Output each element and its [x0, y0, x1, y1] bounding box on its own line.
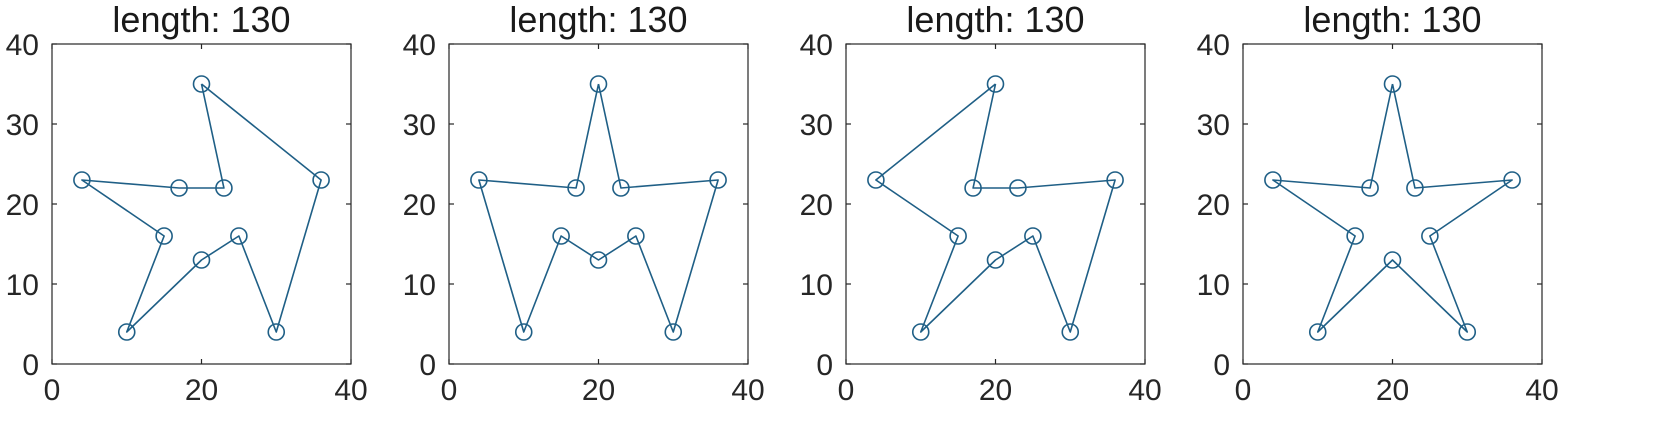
- data-point: [589, 251, 608, 269]
- data-point: [949, 227, 967, 245]
- data-point: [1346, 227, 1364, 245]
- data-point: [470, 171, 488, 189]
- x-tick-label: 20: [979, 374, 1012, 407]
- y-tick-label: 40: [403, 29, 436, 62]
- data-point: [1383, 75, 1402, 93]
- y-tick-label: 40: [6, 29, 39, 62]
- data-point: [911, 323, 930, 341]
- data-point: [664, 323, 683, 341]
- data-point: [1361, 179, 1379, 197]
- data-point: [1503, 171, 1521, 189]
- data-point: [1061, 323, 1080, 341]
- y-tick-label: 20: [403, 189, 436, 222]
- x-tick-label: 40: [731, 374, 764, 407]
- y-tick-label: 10: [403, 269, 436, 302]
- data-point: [117, 323, 136, 341]
- data-point: [627, 227, 645, 245]
- series-line: [478, 83, 719, 333]
- y-tick-label: 10: [800, 269, 833, 302]
- data-point: [567, 179, 585, 197]
- data-point: [1421, 227, 1439, 245]
- data-point: [867, 171, 885, 189]
- data-point: [552, 227, 570, 245]
- data-point: [312, 171, 330, 189]
- data-point: [1106, 171, 1124, 189]
- chart-panel-1: length: 130 0 20 40 0 10 20 30 40: [6, 0, 368, 407]
- chart-title: length: 130: [1303, 0, 1481, 40]
- y-tick-label: 20: [800, 189, 833, 222]
- x-tick-label: 0: [441, 374, 458, 407]
- chart-title: length: 130: [906, 0, 1084, 40]
- y-tick-label: 0: [22, 349, 39, 382]
- x-tick-label: 40: [334, 374, 367, 407]
- y-tick-label: 30: [1197, 109, 1230, 142]
- x-tick-label: 20: [582, 374, 615, 407]
- chart-panel-2: length: 130 0 20 40 0 10 20 30 40: [403, 0, 765, 407]
- chart-panel-3: length: 130 0 20 40 0 10 20 30 40: [800, 0, 1162, 407]
- series-line: [875, 83, 1116, 333]
- data-point: [73, 171, 91, 189]
- y-tick-label: 40: [1197, 29, 1230, 62]
- data-point: [612, 179, 630, 197]
- y-tick-label: 10: [6, 269, 39, 302]
- x-tick-label: 0: [1235, 374, 1252, 407]
- x-tick-label: 40: [1128, 374, 1161, 407]
- data-point: [1383, 251, 1402, 269]
- data-point: [1264, 171, 1282, 189]
- chart-title: length: 130: [112, 0, 290, 40]
- x-tick-label: 20: [185, 374, 218, 407]
- data-point: [192, 75, 211, 93]
- y-tick-label: 20: [1197, 189, 1230, 222]
- y-tick-label: 30: [800, 109, 833, 142]
- data-point: [1406, 179, 1424, 197]
- chart-panel-4: length: 130 0 20 40 0 10 20 30 40: [1197, 0, 1559, 407]
- data-point: [709, 171, 727, 189]
- series-line: [81, 83, 322, 333]
- y-tick-label: 30: [6, 109, 39, 142]
- data-point: [267, 323, 286, 341]
- data-point: [589, 75, 608, 93]
- y-tick-label: 0: [1213, 349, 1230, 382]
- y-tick-label: 0: [816, 349, 833, 382]
- data-point: [1458, 323, 1477, 341]
- data-point: [1009, 179, 1027, 197]
- data-point: [986, 251, 1005, 269]
- x-tick-label: 20: [1376, 374, 1409, 407]
- data-point: [964, 179, 982, 197]
- data-point: [514, 323, 533, 341]
- y-tick-label: 0: [419, 349, 436, 382]
- y-tick-label: 40: [800, 29, 833, 62]
- data-point: [1308, 323, 1327, 341]
- data-point: [155, 227, 173, 245]
- x-tick-label: 40: [1525, 374, 1558, 407]
- data-point: [986, 75, 1005, 93]
- data-point: [230, 227, 248, 245]
- y-tick-label: 30: [403, 109, 436, 142]
- x-tick-label: 0: [44, 374, 61, 407]
- series-line: [1272, 83, 1513, 333]
- data-point: [170, 179, 188, 197]
- x-tick-label: 0: [838, 374, 855, 407]
- data-point: [192, 251, 211, 269]
- data-point: [1024, 227, 1042, 245]
- data-point: [215, 179, 233, 197]
- y-tick-label: 10: [1197, 269, 1230, 302]
- chart-title: length: 130: [509, 0, 687, 40]
- y-tick-label: 20: [6, 189, 39, 222]
